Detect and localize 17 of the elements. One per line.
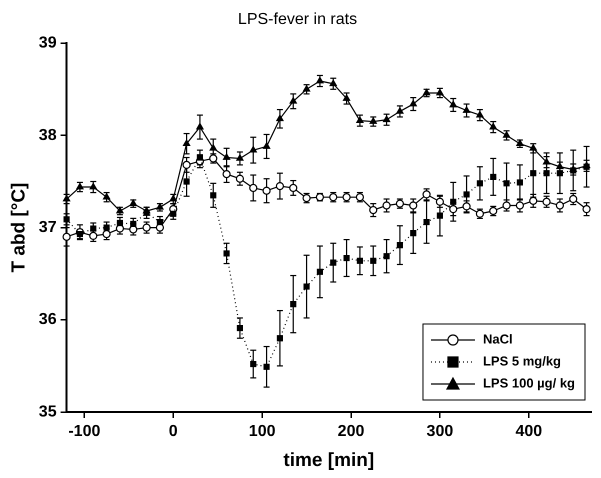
x-tick-label: -100 — [68, 423, 100, 440]
y-tick-label: 39 — [38, 34, 57, 52]
y-tick-label: 36 — [38, 311, 57, 328]
chart-title: LPS-fever in rats — [238, 11, 358, 28]
x-tick-label: 400 — [515, 423, 542, 440]
x-tick-label: 100 — [248, 423, 276, 440]
y-tick-label: 37 — [38, 219, 57, 236]
y-tick-label: 35 — [38, 403, 57, 420]
legend-label: NaCl — [482, 332, 513, 347]
y-axis-title: T abd [°C] — [8, 182, 30, 273]
legend-label: LPS 5 mg/kg — [482, 354, 562, 369]
x-axis-title: time [min] — [283, 450, 374, 471]
y-tick-label: 38 — [38, 126, 57, 144]
legend-label: LPS 100 µg/ kg — [482, 376, 576, 391]
x-tick-label: 0 — [168, 423, 178, 440]
x-tick-label: 200 — [338, 423, 364, 440]
x-tick-label: 300 — [426, 423, 454, 440]
